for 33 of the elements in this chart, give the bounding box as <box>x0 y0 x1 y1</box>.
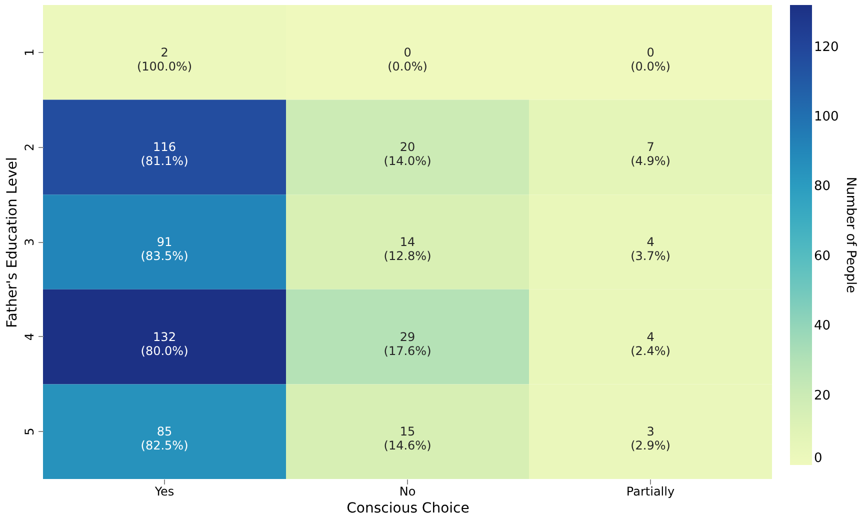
x-tick-label: No <box>399 484 416 498</box>
data-label: 0 (0.0%) <box>388 45 428 74</box>
y-tick-label: 5 <box>22 428 36 436</box>
y-axis-title: Father's Education Level <box>4 157 20 328</box>
color-bar-label: 100 <box>814 110 839 125</box>
color-bar-title: Number of People <box>843 176 858 294</box>
color-bar-label: 80 <box>814 179 831 194</box>
x-tick-label: Yes <box>154 484 174 498</box>
data-label: 15 (14.6%) <box>384 424 432 453</box>
x-axis-title: Conscious Choice <box>346 500 470 516</box>
y-tick-label: 3 <box>22 238 36 246</box>
data-label: 2 (100.0%) <box>136 45 192 74</box>
data-label: 7 (4.9%) <box>630 140 670 168</box>
color-bar-label: 60 <box>814 248 831 264</box>
color-bar-label: 0 <box>814 451 822 466</box>
data-label: 3 (2.9%) <box>630 424 670 453</box>
data-label: 0 (0.0%) <box>630 45 670 74</box>
color-bar-label: 120 <box>814 40 839 55</box>
data-label: 29 (17.6%) <box>384 330 432 358</box>
y-tick-label: 4 <box>22 332 36 341</box>
data-label: 4 (3.7%) <box>630 235 670 263</box>
data-label: 85 (82.5%) <box>140 424 188 453</box>
y-tick-label: 1 <box>22 48 36 56</box>
x-tick-label: Partially <box>626 484 675 498</box>
color-bar-label: 40 <box>814 318 831 334</box>
color-bar-label: 20 <box>814 388 831 404</box>
data-label: 116 (81.1%) <box>140 140 188 168</box>
data-label: 14 (12.8%) <box>384 235 432 263</box>
data-label: 91 (83.5%) <box>140 235 188 263</box>
data-label: 20 (14.0%) <box>384 140 432 168</box>
data-label: 132 (80.0%) <box>140 330 188 358</box>
data-label: 4 (2.4%) <box>630 330 670 358</box>
y-tick-label: 2 <box>22 143 36 152</box>
